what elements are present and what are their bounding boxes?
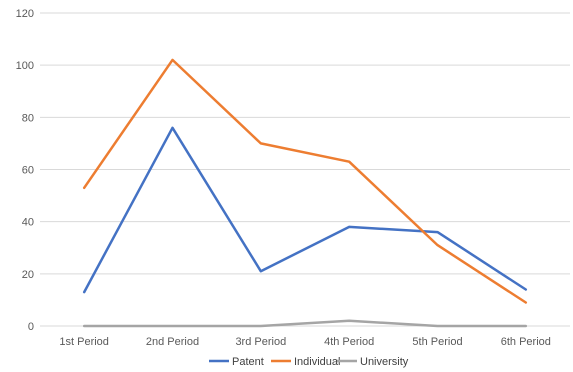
y-tick-label: 80: [22, 112, 34, 124]
y-tick-label: 40: [22, 217, 34, 229]
x-tick-label: 3rd Period: [235, 336, 286, 348]
y-tick-label: 120: [16, 8, 34, 20]
gridlines: [40, 12, 570, 327]
x-tick-label: 1st Period: [59, 336, 109, 348]
legend-label: University: [360, 356, 409, 368]
y-axis-tick-labels: 0 20 40 60 80 100 120: [16, 8, 34, 333]
y-tick-label: 100: [16, 60, 34, 72]
x-tick-label: 5th Period: [412, 336, 462, 348]
x-tick-label: 2nd Period: [146, 336, 199, 348]
series-line-individual: [82, 58, 528, 304]
x-tick-label: 4th Period: [324, 336, 374, 348]
legend-label: Patent: [232, 356, 264, 368]
y-tick-label: 20: [22, 269, 34, 281]
legend-item-individual: Individual: [271, 356, 340, 368]
x-axis-tick-labels: 1st Period 2nd Period 3rd Period 4th Period…: [59, 336, 551, 348]
series-line-patent: [82, 126, 528, 294]
series-lines: [82, 58, 528, 328]
series-line-university: [82, 319, 528, 328]
legend-label: Individual: [294, 356, 340, 368]
legend-item-patent: Patent: [209, 356, 264, 368]
legend-item-university: University: [337, 356, 409, 368]
y-tick-label: 0: [28, 321, 34, 333]
legend: Patent Individual University: [209, 356, 409, 368]
x-tick-label: 6th Period: [501, 336, 551, 348]
y-tick-label: 60: [22, 165, 34, 177]
